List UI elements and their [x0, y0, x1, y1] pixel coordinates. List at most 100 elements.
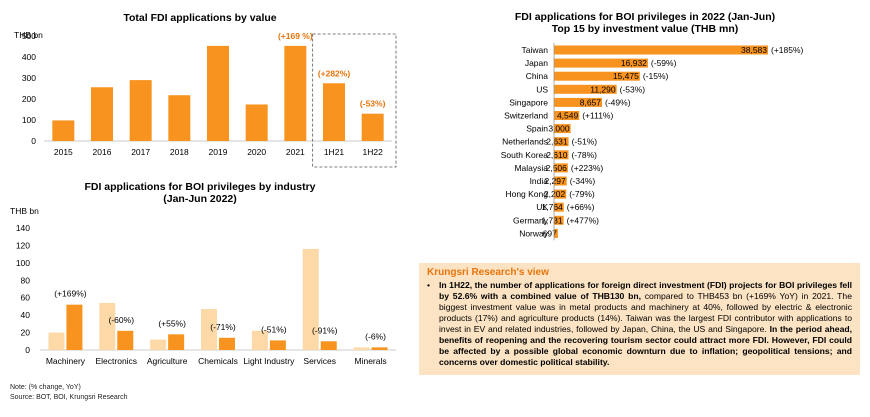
bar	[371, 347, 388, 350]
bar	[91, 87, 113, 141]
x-tick-label: Electronics	[95, 356, 137, 366]
bar	[554, 215, 564, 225]
bullet-icon: •	[427, 280, 431, 290]
chart-title: FDI applications for BOI privileges by i…	[84, 181, 315, 193]
y-tick-label: 80	[21, 275, 31, 285]
highlight-box	[312, 33, 397, 168]
change-label: (-78%)	[571, 150, 597, 160]
x-tick-label: 2020	[247, 147, 266, 157]
category-label: US	[536, 84, 548, 94]
y-tick-label: 300	[22, 73, 36, 83]
y-axis-label: THB bn	[10, 206, 39, 216]
bar	[554, 137, 569, 147]
x-tick-label: 2018	[170, 147, 189, 157]
change-label: (-51%)	[572, 137, 598, 147]
data-label: 697	[543, 228, 557, 238]
change-label: (+111%)	[582, 111, 613, 121]
data-label: (-91%)	[312, 325, 338, 335]
bar	[554, 202, 564, 212]
change-label: (-15%)	[643, 71, 669, 81]
chart-subtitle: (Jan-Jun 2022)	[163, 193, 237, 205]
bar	[168, 334, 185, 350]
bar	[219, 337, 235, 350]
y-tick-label: 500	[22, 31, 36, 41]
bar	[207, 45, 229, 142]
category-label: South Korea	[501, 150, 549, 160]
category-label: Singapore	[509, 97, 548, 107]
bar	[99, 302, 116, 350]
data-label: 16,932	[621, 58, 647, 68]
y-tick-label: 60	[21, 293, 31, 303]
change-label: (+185%)	[771, 45, 804, 55]
bar	[168, 95, 191, 141]
bar	[323, 83, 345, 141]
bar	[554, 111, 580, 120]
data-label: (-51%)	[261, 324, 287, 334]
change-label: (-59%)	[651, 58, 677, 68]
category-label: Taiwan	[522, 45, 549, 55]
change-label: (+66%)	[567, 202, 595, 212]
y-tick-label: 140	[16, 223, 30, 233]
bar	[554, 176, 567, 186]
data-label: (+55%)	[158, 318, 186, 328]
x-tick-label: Chemicals	[198, 356, 238, 366]
chart-subtitle: Top 15 by investment value (THB mn)	[552, 23, 739, 35]
bar	[150, 339, 167, 350]
data-label: 2,297	[544, 176, 566, 186]
x-tick-label: 2016	[93, 147, 112, 157]
bar	[554, 97, 603, 107]
change-label: (+477%)	[567, 215, 600, 225]
bar	[48, 332, 65, 350]
data-label: 2,610	[546, 150, 568, 160]
country-fdi-chart: FDI applications for BOI privileges in 2…	[501, 11, 804, 241]
bar	[52, 120, 75, 141]
bar	[245, 104, 268, 141]
change-label: (-34%)	[570, 176, 596, 186]
notes: Note: (% change, YoY) Source: BOT, BOI, …	[10, 383, 128, 403]
industry-fdi-chart: FDI applications for BOI privileges by i…	[10, 181, 396, 366]
bar	[129, 80, 152, 141]
bar	[554, 189, 567, 199]
x-tick-label: Light Industry	[243, 356, 295, 366]
note-text: Note: (% change, YoY)	[10, 384, 81, 391]
y-axis-label: THB bn	[14, 30, 43, 40]
data-label: (-53%)	[360, 99, 386, 109]
data-label: (+169 %)	[278, 31, 313, 41]
x-tick-label: Machinery	[46, 356, 86, 366]
data-label: 15,475	[613, 71, 639, 81]
y-tick-label: 20	[21, 328, 31, 338]
bar	[361, 113, 384, 141]
category-label: China	[526, 71, 548, 81]
category-label: UK	[536, 202, 548, 212]
category-label: Netherlands	[502, 137, 548, 147]
x-tick-label: 2017	[131, 147, 150, 157]
bar	[302, 248, 319, 350]
data-label: 2,202	[544, 189, 566, 199]
data-label: 3,000	[548, 124, 570, 134]
category-label: India	[530, 176, 549, 186]
category-label: Malaysia	[514, 163, 548, 173]
category-label: Switzerland	[504, 111, 548, 121]
bar	[554, 45, 768, 55]
data-label: 11,290	[590, 84, 616, 94]
bar	[554, 84, 617, 94]
data-label: 8,657	[580, 97, 602, 107]
category-label: Hong Kong	[505, 189, 548, 199]
x-tick-label: 2019	[209, 147, 228, 157]
data-label: 2,506	[546, 163, 568, 173]
x-tick-label: 2021	[286, 147, 305, 157]
bar	[117, 330, 134, 350]
view-paragraph-3: In the period ahead, benefits of reopeni…	[439, 324, 852, 367]
data-label: (-60%)	[109, 315, 135, 325]
y-tick-label: 0	[31, 136, 36, 146]
bar	[269, 340, 286, 350]
y-tick-label: 40	[21, 310, 31, 320]
bar	[554, 150, 569, 160]
bar	[320, 341, 337, 350]
x-tick-label: Minerals	[355, 356, 387, 366]
y-tick-label: 100	[16, 258, 30, 268]
data-label: 38,583	[741, 45, 767, 55]
bar	[554, 58, 648, 68]
y-tick-label: 0	[25, 345, 30, 355]
view-title: Krungsri Research's view	[427, 267, 549, 278]
